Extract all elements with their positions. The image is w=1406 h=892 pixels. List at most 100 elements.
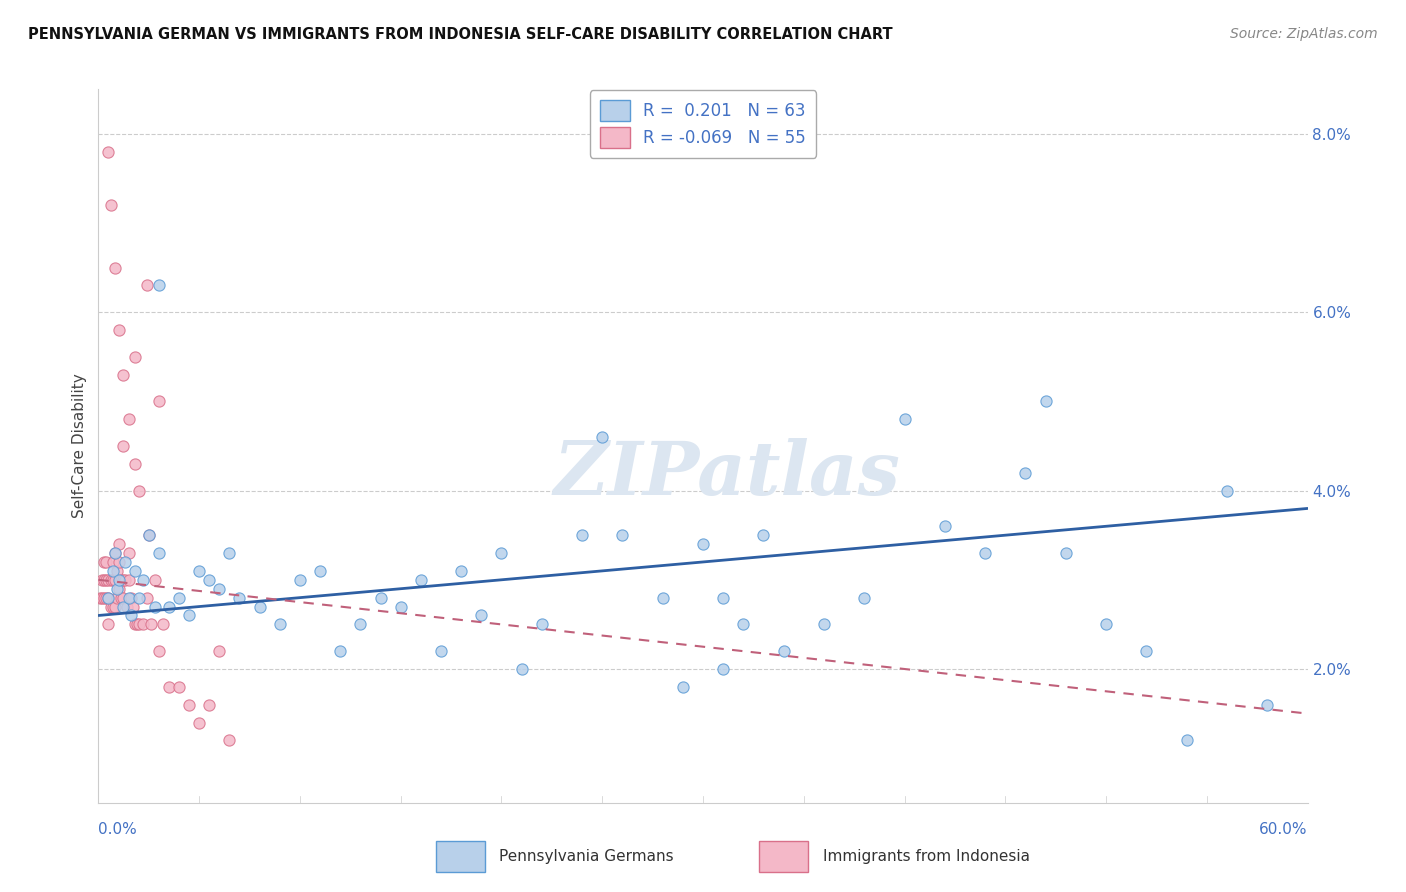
Point (510, 662, 533, 676)
Point (188, 715, 211, 730)
Point (115, 599, 138, 614)
Point (101, 555, 124, 569)
Point (288, 573, 311, 587)
Point (132, 573, 155, 587)
Text: 60.0%: 60.0% (1260, 822, 1308, 837)
Point (893, 412, 915, 426)
Point (105, 582, 128, 596)
Point (934, 519, 956, 533)
Text: 0.0%: 0.0% (98, 822, 138, 837)
Point (114, 555, 136, 569)
Point (752, 528, 775, 542)
Point (107, 573, 129, 587)
Point (91, 573, 114, 587)
Point (138, 528, 160, 542)
Point (101, 599, 124, 614)
Point (370, 591, 392, 605)
FancyBboxPatch shape (759, 840, 808, 872)
Point (97, 591, 120, 605)
Point (110, 591, 132, 605)
Point (167, 680, 190, 694)
Point (135, 591, 157, 605)
Point (152, 617, 174, 632)
FancyBboxPatch shape (436, 840, 485, 872)
Point (125, 617, 148, 632)
Text: PENNSYLVANIA GERMAN VS IMMIGRANTS FROM INDONESIA SELF-CARE DISABILITY CORRELATIO: PENNSYLVANIA GERMAN VS IMMIGRANTS FROM I… (28, 27, 893, 42)
Point (1216, 483, 1239, 498)
Point (128, 591, 150, 605)
Point (143, 573, 166, 587)
Point (111, 368, 134, 382)
Point (132, 617, 155, 632)
Point (103, 599, 125, 614)
Legend: R =  0.201   N = 63, R = -0.069   N = 55: R = 0.201 N = 63, R = -0.069 N = 55 (591, 90, 815, 158)
Point (118, 573, 141, 587)
Point (97, 617, 120, 632)
Point (100, 573, 122, 587)
Point (470, 608, 492, 623)
Point (167, 591, 190, 605)
Point (128, 483, 150, 498)
Point (148, 644, 170, 658)
Point (100, 599, 122, 614)
Point (591, 430, 613, 444)
Point (309, 564, 332, 578)
Point (692, 537, 714, 551)
Point (121, 599, 143, 614)
Point (120, 608, 142, 623)
Point (711, 662, 734, 676)
Point (772, 644, 794, 658)
Point (120, 591, 142, 605)
Point (111, 599, 134, 614)
Point (107, 582, 129, 596)
Point (103, 573, 125, 587)
Point (1135, 644, 1157, 658)
Text: Source: ZipAtlas.com: Source: ZipAtlas.com (1230, 27, 1378, 41)
Point (118, 546, 141, 560)
Point (733, 617, 755, 632)
Point (93, 573, 115, 587)
Point (1035, 394, 1057, 409)
Point (103, 260, 125, 275)
Point (100, 198, 122, 212)
Point (974, 546, 997, 560)
Point (105, 564, 128, 578)
Point (612, 528, 634, 542)
Point (124, 617, 146, 632)
Point (1054, 546, 1077, 560)
Point (157, 680, 180, 694)
Point (148, 546, 170, 560)
Point (198, 698, 221, 712)
Point (135, 278, 157, 293)
Point (107, 323, 129, 337)
Y-axis label: Self-Care Disability: Self-Care Disability (72, 374, 87, 518)
Point (107, 537, 129, 551)
Point (450, 564, 472, 578)
Point (96, 555, 118, 569)
Text: Pennsylvania Germans: Pennsylvania Germans (499, 849, 673, 863)
Point (101, 564, 124, 578)
Point (118, 412, 141, 426)
Point (157, 599, 180, 614)
Point (91, 591, 114, 605)
Point (114, 573, 136, 587)
Point (148, 278, 170, 293)
Point (672, 680, 695, 694)
Point (124, 564, 146, 578)
Point (853, 591, 876, 605)
Point (111, 439, 134, 453)
Point (138, 528, 160, 542)
Point (111, 573, 134, 587)
Point (107, 555, 129, 569)
Point (93, 591, 115, 605)
Point (96, 591, 118, 605)
Point (96, 573, 118, 587)
Point (128, 617, 150, 632)
Point (813, 617, 835, 632)
Point (103, 546, 125, 560)
Point (530, 617, 553, 632)
Point (711, 591, 734, 605)
Point (208, 644, 231, 658)
Point (105, 591, 128, 605)
Text: ZIPatlas: ZIPatlas (554, 438, 901, 511)
